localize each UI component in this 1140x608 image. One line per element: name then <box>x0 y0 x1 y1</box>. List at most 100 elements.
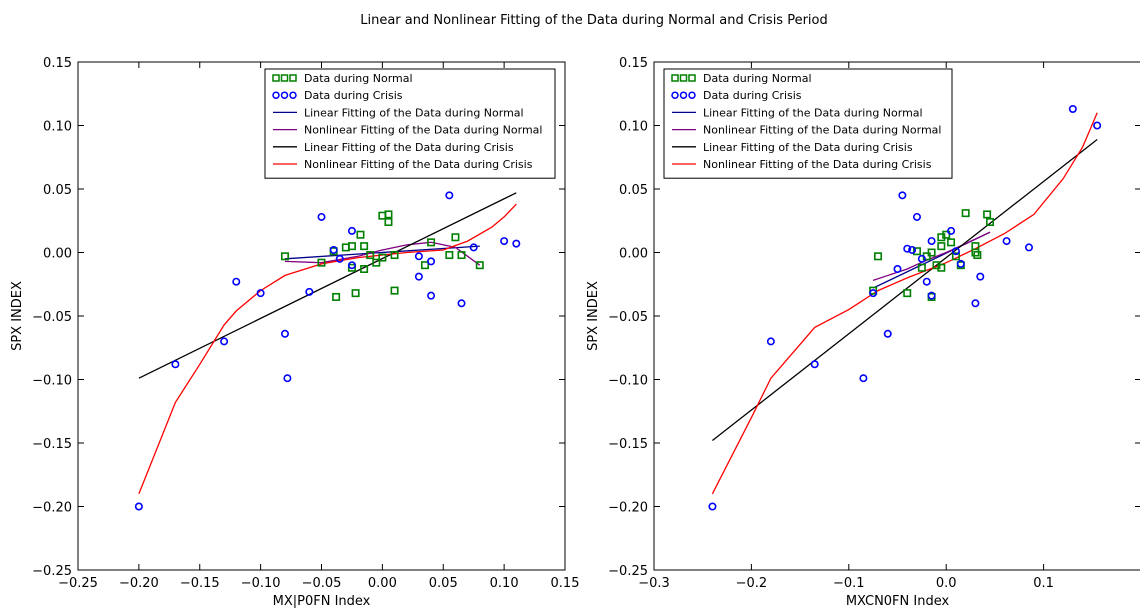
normal-data-point <box>360 242 369 251</box>
normal-data-point <box>384 218 393 227</box>
y-tick-label: −0.20 <box>32 501 72 516</box>
crisis-data-point <box>810 360 819 369</box>
crisis-data-point <box>976 272 985 281</box>
normal-data-point <box>961 209 970 218</box>
normal-data-point <box>347 242 356 251</box>
x-tick-label: −0.05 <box>302 576 342 591</box>
crisis-data-point <box>971 299 980 308</box>
normal-data-point <box>360 265 369 274</box>
y-tick-label: −0.10 <box>608 374 648 389</box>
y-tick-label: −0.15 <box>608 437 648 452</box>
normal-data-point <box>983 210 992 219</box>
series-line <box>138 192 517 379</box>
figure-title: Linear and Nonlinear Fitting of the Data… <box>360 13 828 28</box>
legend-entry-label: Data during Normal <box>304 72 413 85</box>
crisis-data-point <box>922 277 931 286</box>
crisis-data-point <box>283 374 292 383</box>
crisis-data-point <box>1024 243 1033 252</box>
legend-entry-label: Linear Fitting of the Data during Crisis <box>304 141 514 154</box>
crisis-data-point <box>927 237 936 246</box>
normal-data-point <box>356 230 365 239</box>
normal-data-point <box>475 261 484 270</box>
x-tick-label: −0.20 <box>119 576 159 591</box>
y-axis-label: SPX INDEX <box>586 281 601 351</box>
crisis-data-point <box>1002 237 1011 246</box>
crisis-data-point <box>893 265 902 274</box>
normal-data-point <box>457 251 466 260</box>
crisis-data-point <box>427 257 436 266</box>
y-tick-label: −0.25 <box>32 564 72 579</box>
legend-entry-label: Nonlinear Fitting of the Data during Nor… <box>304 124 542 137</box>
normal-data-point <box>937 263 946 272</box>
y-tick-label: 0.05 <box>619 183 648 198</box>
x-axis-label: MX|P0FN Index <box>273 594 371 608</box>
normal-data-point <box>366 251 375 260</box>
crisis-data-point <box>335 254 344 263</box>
crisis-data-point <box>305 287 314 296</box>
legend-entry-label: Data during Crisis <box>703 89 802 102</box>
crisis-data-point <box>927 291 936 300</box>
legend-entry-label: Linear Fitting of the Data during Normal <box>703 106 923 119</box>
crisis-data-point <box>256 289 265 298</box>
series-line <box>711 112 1098 495</box>
crisis-data-point <box>908 245 917 254</box>
crisis-data-point <box>220 337 229 346</box>
normal-data-point <box>927 248 936 257</box>
normal-data-point <box>332 292 341 301</box>
x-tick-label: −0.3 <box>638 576 670 591</box>
legend-entry-label: Linear Fitting of the Data during Normal <box>304 106 524 119</box>
normal-data-point <box>445 251 454 260</box>
axes-frame <box>653 61 1140 571</box>
legend-circle-marker <box>289 91 297 99</box>
plot-area <box>708 104 1102 511</box>
normal-data-point <box>390 286 399 295</box>
legend-circle-marker <box>272 91 280 99</box>
normal-data-point <box>903 289 912 298</box>
legend-box <box>663 68 953 179</box>
x-tick-label: 0.15 <box>551 576 580 591</box>
normal-data-point <box>351 289 360 298</box>
normal-data-point <box>420 261 429 270</box>
normal-data-point <box>986 218 995 227</box>
normal-data-point <box>390 251 399 260</box>
crisis-data-point <box>317 212 326 221</box>
normal-data-point <box>947 238 956 247</box>
normal-data-point <box>973 251 982 260</box>
y-tick-label: −0.15 <box>32 437 72 452</box>
normal-data-point <box>971 242 980 251</box>
crisis-data-point <box>1068 104 1077 113</box>
normal-data-point <box>912 247 921 256</box>
x-tick-label: −0.10 <box>241 576 281 591</box>
legend-square-marker <box>671 74 679 82</box>
x-tick-label: −0.25 <box>58 576 98 591</box>
y-tick-label: 0.15 <box>619 56 648 71</box>
normal-data-point <box>347 263 356 272</box>
normal-data-point <box>317 258 326 267</box>
crisis-data-point <box>347 261 356 270</box>
legend-square-marker <box>272 74 280 82</box>
normal-data-point <box>869 286 878 295</box>
legend-square-marker <box>679 74 688 82</box>
normal-data-point <box>917 263 926 272</box>
legend-box <box>264 68 556 179</box>
legend-circle-marker <box>280 91 289 99</box>
series-line <box>138 203 517 495</box>
crisis-data-point <box>347 226 356 235</box>
crisis-data-point <box>134 502 143 511</box>
crisis-data-point <box>457 299 466 308</box>
crisis-data-point <box>898 191 907 200</box>
normal-data-point <box>384 210 393 219</box>
series-line <box>872 231 991 282</box>
normal-data-point <box>427 238 436 247</box>
legend-circle-marker <box>671 91 679 99</box>
right-subplot: −0.3 −0.2 −0.1 0.0 0.1 −0.25 −0.20 −0.15 −0.10 −0… <box>586 56 1140 608</box>
legend-entry-label: Data during Crisis <box>304 89 403 102</box>
x-tick-label: −0.2 <box>736 576 768 591</box>
legend-entry-label: Nonlinear Fitting of the Data during Cri… <box>304 158 533 171</box>
normal-data-point <box>378 253 387 262</box>
crisis-data-point <box>859 374 868 383</box>
crisis-data-point <box>329 245 338 254</box>
y-tick-label: −0.10 <box>32 374 72 389</box>
x-tick-label: 0.10 <box>490 576 519 591</box>
